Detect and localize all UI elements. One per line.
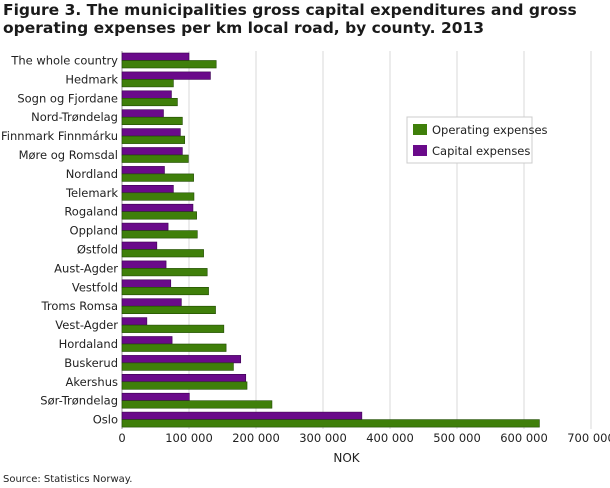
legend-label: Operating expenses xyxy=(432,123,548,137)
bar-operating-expenses xyxy=(121,230,198,239)
x-tick-label: 400 000 xyxy=(366,431,414,445)
legend-swatch xyxy=(413,145,427,156)
bar-operating-expenses xyxy=(121,343,227,352)
bar-capital-expenses xyxy=(121,373,247,383)
bar-capital-expenses xyxy=(121,147,183,156)
bar-capital-expenses xyxy=(121,411,363,420)
bar-capital-expenses xyxy=(121,355,242,364)
category-label: Telemark xyxy=(65,186,118,200)
legend-label: Capital expenses xyxy=(432,144,530,158)
bar-operating-expenses xyxy=(121,419,540,428)
category-label: Nord-Trøndelag xyxy=(31,110,118,124)
bar-operating-expenses xyxy=(121,211,197,220)
bar-capital-expenses xyxy=(121,128,181,137)
category-label: Nordland xyxy=(66,167,118,181)
bar-capital-expenses xyxy=(121,336,173,345)
bar-operating-expenses xyxy=(121,116,183,125)
x-tick-label: 200 000 xyxy=(232,431,280,445)
bar-operating-expenses xyxy=(121,286,209,296)
bar-capital-expenses xyxy=(121,109,164,118)
bar-capital-expenses xyxy=(121,90,172,99)
category-label: Akershus xyxy=(66,375,118,389)
x-tick-label: 0 xyxy=(118,431,125,445)
bar-capital-expenses xyxy=(121,166,165,175)
legend-box xyxy=(406,116,533,164)
category-label: Troms Romsa xyxy=(41,299,118,313)
category-label: Rogaland xyxy=(64,205,118,219)
category-label: Buskerud xyxy=(64,356,118,370)
bar-operating-expenses xyxy=(121,324,225,333)
category-label: Møre og Romsdal xyxy=(19,148,118,162)
chart-title: Figure 3. The municipalities gross capit… xyxy=(3,1,577,37)
bar-capital-expenses xyxy=(121,260,167,269)
bar-operating-expenses xyxy=(121,362,234,371)
category-label: Sør-Trøndelag xyxy=(40,394,118,408)
bar-capital-expenses xyxy=(121,185,174,194)
bar-operating-expenses xyxy=(121,305,216,315)
bar-capital-expenses xyxy=(121,203,194,212)
category-label: Finnmark Finnmárku xyxy=(1,129,118,143)
bar-operating-expenses xyxy=(121,381,248,390)
bar-capital-expenses xyxy=(121,52,190,61)
bar-capital-expenses xyxy=(121,222,169,231)
bar-operating-expenses xyxy=(121,79,174,88)
bar-capital-expenses xyxy=(121,392,190,402)
x-tick-label: 300 000 xyxy=(299,431,347,445)
x-tick-label: 100 000 xyxy=(165,431,213,445)
bar-capital-expenses xyxy=(121,317,148,326)
category-label: Aust-Agder xyxy=(54,261,118,275)
category-label: Hedmark xyxy=(65,72,118,86)
bar-operating-expenses xyxy=(121,98,178,107)
x-tick-label: 500 000 xyxy=(433,431,481,445)
legend-swatch xyxy=(413,124,427,135)
bar-operating-expenses xyxy=(121,173,194,182)
bar-operating-expenses xyxy=(121,400,273,409)
bar-capital-expenses xyxy=(121,279,172,288)
bar-operating-expenses xyxy=(121,154,189,163)
category-label: The whole country xyxy=(10,53,118,67)
bar-operating-expenses xyxy=(121,192,195,201)
bar-operating-expenses xyxy=(121,249,204,258)
category-label: Sogn og Fjordane xyxy=(17,91,118,105)
category-label: Oppland xyxy=(70,224,118,238)
bar-operating-expenses xyxy=(121,135,186,144)
category-label: Hordaland xyxy=(59,337,118,351)
x-tick-label: 600 000 xyxy=(500,431,548,445)
category-label: Vestfold xyxy=(72,280,118,294)
category-label: Oslo xyxy=(93,413,118,427)
bar-operating-expenses xyxy=(121,60,217,69)
x-tick-label: 700 000 xyxy=(567,431,610,445)
source-note: Source: Statistics Norway. xyxy=(3,474,133,485)
bar-capital-expenses xyxy=(121,71,211,80)
bar-capital-expenses xyxy=(121,241,158,250)
category-label: Østfold xyxy=(77,242,118,256)
category-label: Vest-Agder xyxy=(55,318,118,332)
x-axis-label: NOK xyxy=(333,451,360,465)
bar-operating-expenses xyxy=(121,268,208,277)
bar-capital-expenses xyxy=(121,298,182,307)
